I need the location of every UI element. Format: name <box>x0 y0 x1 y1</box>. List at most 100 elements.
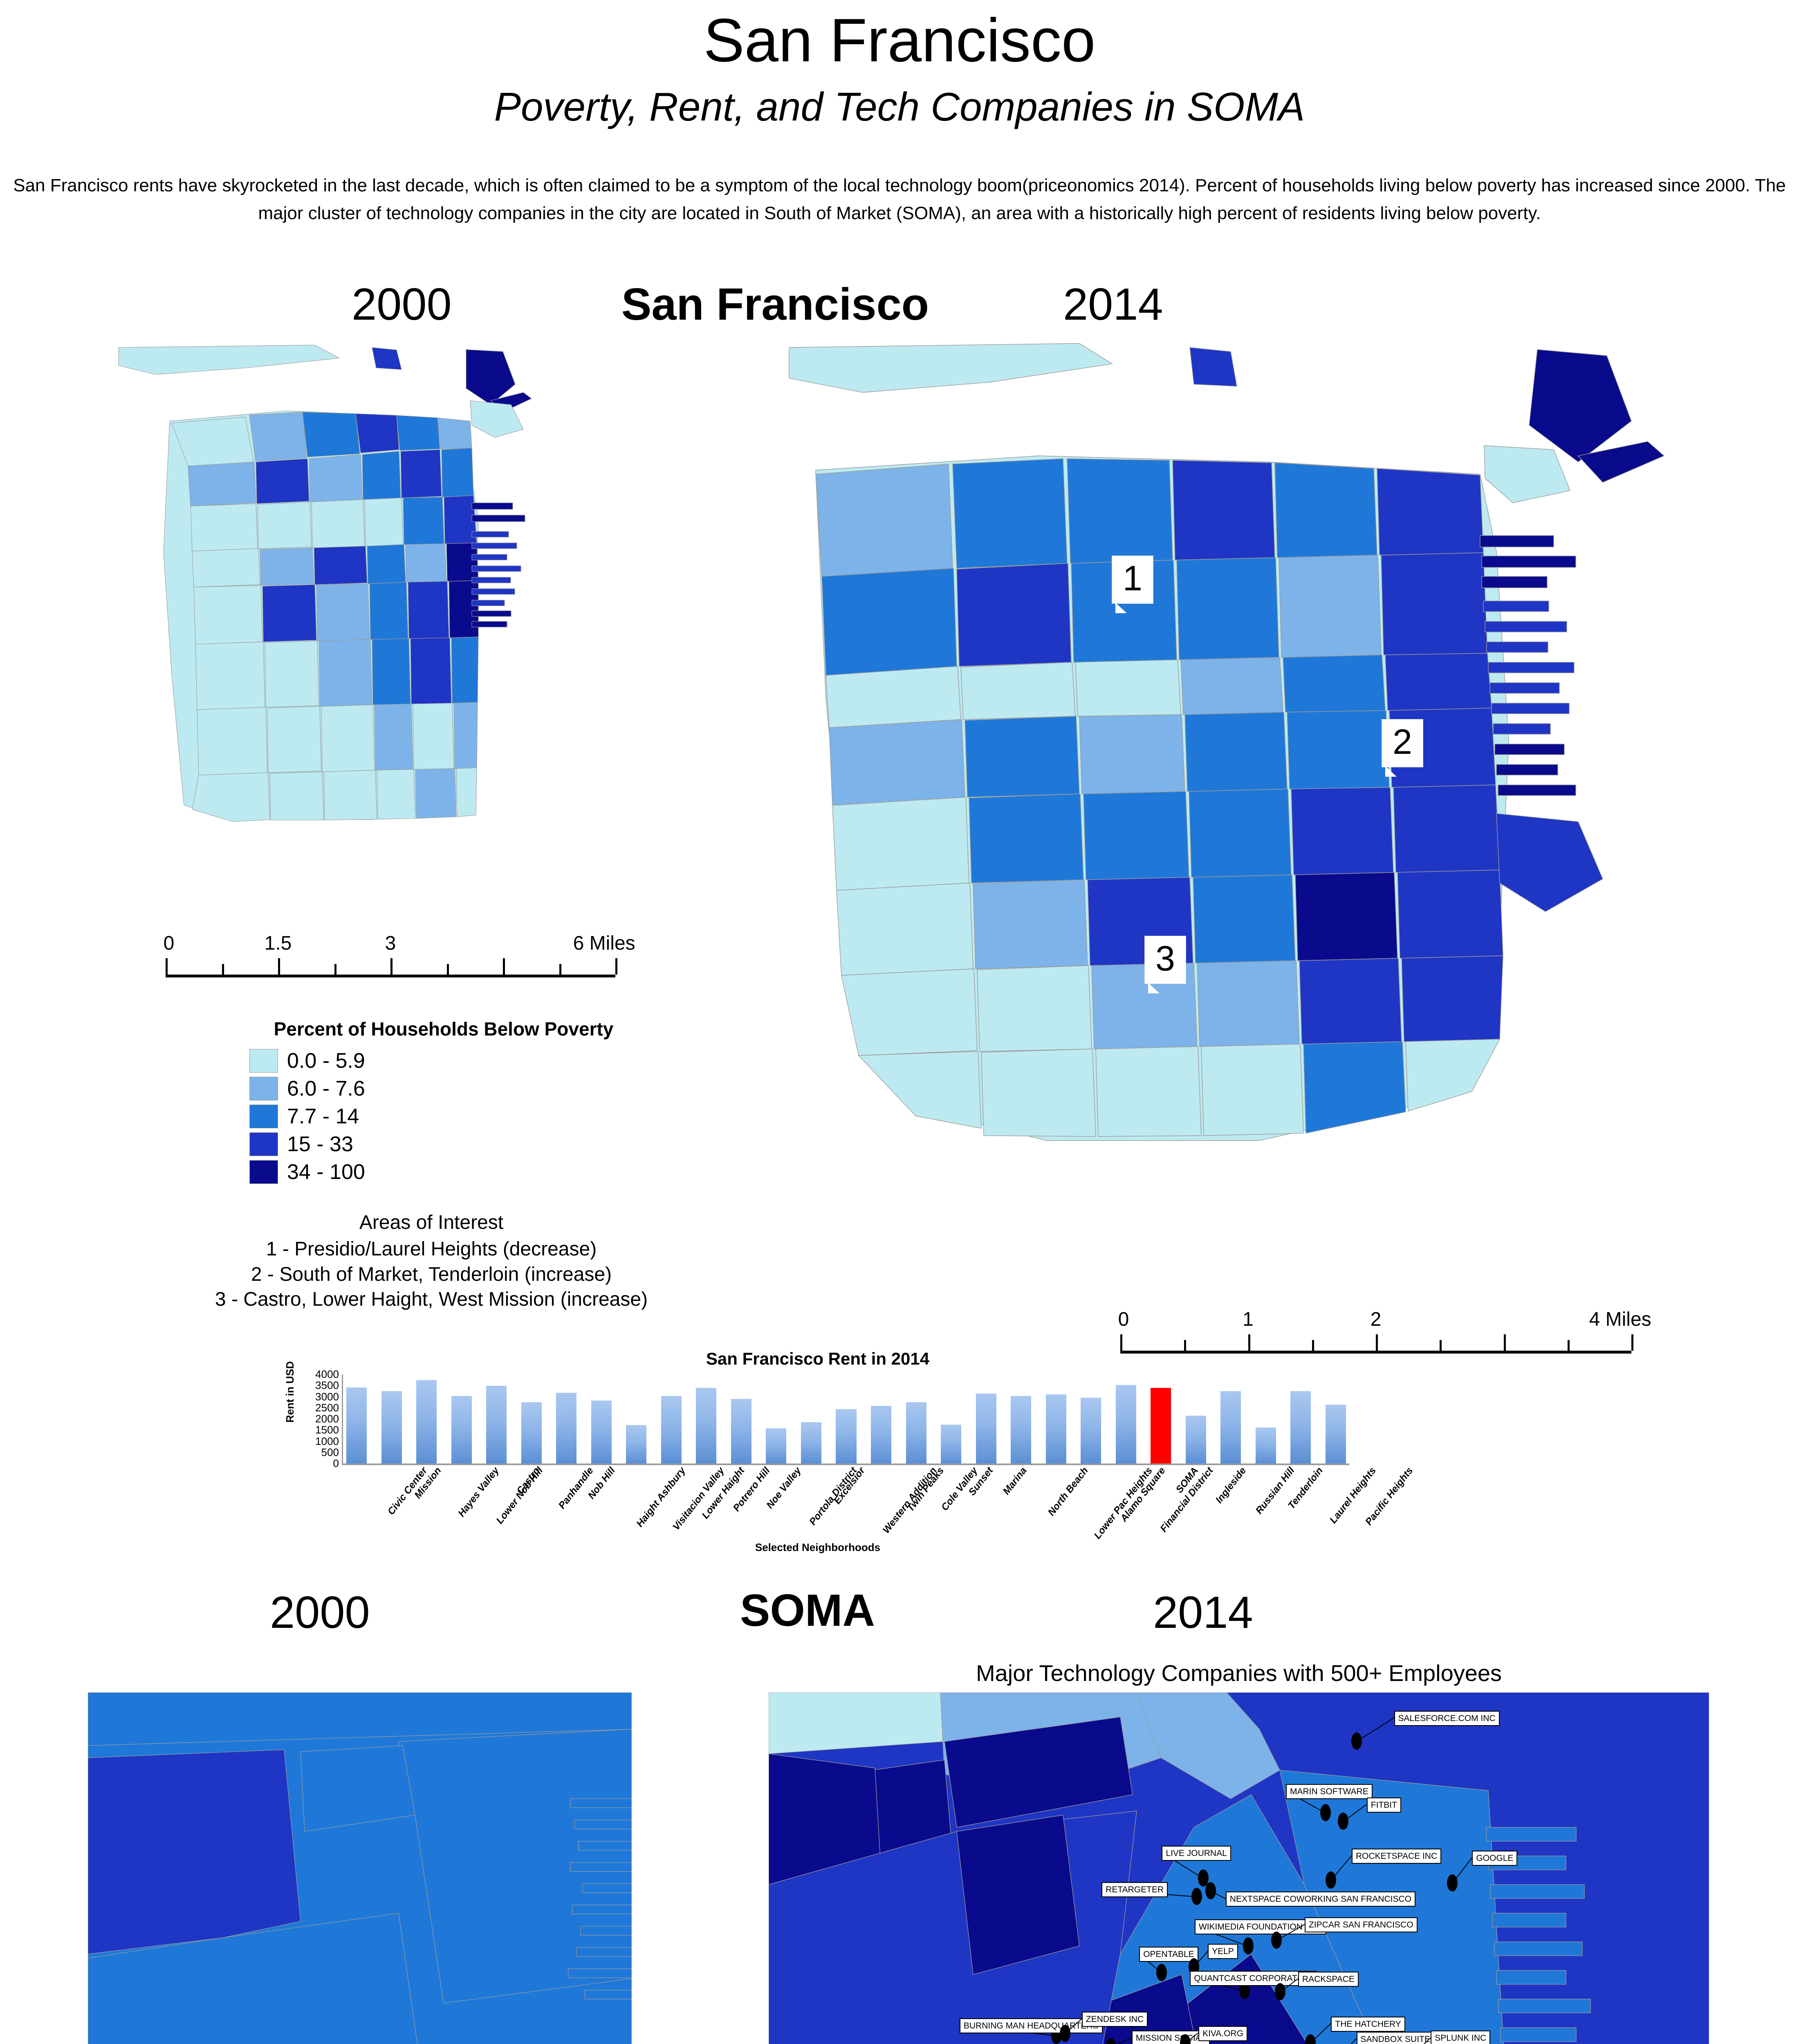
chart-bar <box>731 1399 751 1464</box>
legend-row: 15 - 33 <box>249 1132 699 1156</box>
company-label-layer: SALESFORCE.COM INC MARIN SOFTWARE FITBIT LI… <box>769 1692 1709 2044</box>
scalebar-sf-2014-ticks <box>1120 1332 1633 1354</box>
company-name-label[interactable]: SPLUNK INC <box>1431 2031 1491 2044</box>
soma-2014-map[interactable] <box>769 1692 1709 2044</box>
legend-label: 34 - 100 <box>287 1160 365 1184</box>
chart-xlabel: Selected Neighborhoods <box>755 1541 881 1553</box>
legend-label: 0.0 - 5.9 <box>287 1049 365 1073</box>
company-location-dot[interactable] <box>1205 1882 1216 1899</box>
legend-label: 15 - 33 <box>287 1132 353 1156</box>
sf-2014-map[interactable] <box>777 339 1709 1320</box>
chart-bar <box>381 1391 402 1464</box>
aoi-marker-3[interactable]: 3 <box>1145 936 1186 993</box>
company-name-label[interactable]: ROCKETSPACE INC <box>1352 1849 1442 1864</box>
company-location-dot[interactable] <box>1059 2025 1070 2042</box>
chart-bar <box>486 1385 507 1464</box>
company-location-dot[interactable] <box>1351 1732 1362 1750</box>
company-location-dot[interactable] <box>1326 1871 1337 1889</box>
chart-ytick: 3000 <box>315 1390 339 1403</box>
company-location-dot[interactable] <box>1243 1937 1254 1954</box>
company-location-dot[interactable] <box>1191 1887 1202 1905</box>
poverty-legend: Percent of Households Below Poverty 0.0 … <box>188 1018 699 1188</box>
chart-bars <box>343 1374 1349 1464</box>
company-name-label[interactable]: OPENTABLE <box>1139 1947 1198 1962</box>
chart-ylabel: Rent in USD <box>284 1361 296 1423</box>
scalebar-sf-2014: 0 1 2 4 Miles <box>1118 1308 1651 1354</box>
soma-2000-map[interactable] <box>88 1692 632 2044</box>
company-location-dot[interactable] <box>1320 1804 1331 1821</box>
chart-title: San Francisco Rent in 2014 <box>706 1349 930 1368</box>
company-location-dot[interactable] <box>1271 1931 1282 1949</box>
company-leader-line <box>1356 1717 1395 1742</box>
company-location-dot[interactable] <box>1198 1869 1209 1887</box>
company-name-label[interactable]: QUANTCAST CORPORATION <box>1190 1970 1317 1986</box>
company-name-label[interactable]: LIVE JOURNAL <box>1162 1846 1231 1861</box>
chart-bar <box>591 1401 612 1464</box>
chart-xtick-label: North Beach <box>1045 1465 1090 1518</box>
chart-xtick-label: Panhandle <box>556 1465 596 1511</box>
aoi-item: 3 - Castro, Lower Haight, West Mission (… <box>215 1289 648 1311</box>
chart-bar <box>766 1428 787 1464</box>
legend-label: 6.0 - 7.6 <box>287 1077 365 1100</box>
company-location-dot[interactable] <box>1156 1964 1167 1981</box>
chart-bar <box>696 1387 717 1464</box>
company-location-dot[interactable] <box>1338 1812 1349 1830</box>
company-location-dot[interactable] <box>1106 2038 1117 2044</box>
company-location-dot[interactable] <box>1180 2034 1191 2044</box>
chart-bar <box>346 1387 367 1464</box>
scalebar-tick <box>615 958 617 975</box>
company-name-label[interactable]: FITBIT <box>1366 1797 1401 1813</box>
chart-bar <box>521 1402 542 1464</box>
company-name-label[interactable]: NEXTSPACE COWORKING SAN FRANCISCO <box>1225 1892 1415 1907</box>
company-name-label[interactable]: BURNING MAN HEADQUARTERS <box>959 2018 1103 2034</box>
company-name-label[interactable]: SALESFORCE.COM INC <box>1394 1710 1500 1726</box>
aoi-marker-2[interactable]: 2 <box>1382 719 1423 777</box>
chart-bar <box>1290 1391 1311 1464</box>
scalebar-tick <box>278 958 280 975</box>
company-name-label[interactable]: MARIN SOFTWARE <box>1286 1784 1373 1799</box>
sf-2000-map[interactable] <box>110 339 642 928</box>
company-name-label[interactable]: KIVA.ORG <box>1198 2026 1248 2041</box>
chart-bar <box>556 1392 577 1464</box>
chart-bar <box>1255 1427 1276 1464</box>
chart-bar <box>416 1380 437 1464</box>
scalebar-sf-2000-ticks <box>166 956 617 977</box>
soma-subtitle: Major Technology Companies with 500+ Emp… <box>976 1660 1502 1686</box>
soma-section-heading: SOMA <box>740 1585 875 1636</box>
company-name-label[interactable]: ZENDESK INC <box>1081 2011 1148 2027</box>
chart-ytick: 1000 <box>315 1435 339 1447</box>
legend-row: 34 - 100 <box>249 1160 699 1184</box>
company-name-label[interactable]: ZIPCAR SAN FRANCISCO <box>1305 1917 1418 1933</box>
scalebar-tick <box>1184 1340 1187 1351</box>
page-subtitle: Poverty, Rent, and Tech Companies in SOM… <box>494 84 1305 129</box>
company-name-label[interactable]: SANDBOX SUITES <box>1356 2031 1440 2044</box>
scalebar-tick <box>503 958 505 975</box>
chart-bar <box>976 1394 996 1464</box>
scalebar-tick <box>1567 1340 1570 1351</box>
chart-xlabels: Civic Center Mission Hayes Valley Lower Nob… <box>342 1465 1415 1541</box>
company-name-label[interactable]: GOOGLE <box>1472 1851 1518 1866</box>
chart-xtick-label: Hayes Valley <box>455 1465 501 1519</box>
chart-ytick: 500 <box>321 1446 339 1459</box>
company-name-label[interactable]: RETARGETER <box>1101 1882 1168 1897</box>
legend-swatch <box>249 1105 278 1128</box>
chart-xtick-label: Lower Pac Heights <box>1092 1465 1155 1541</box>
scalebar-tick <box>1440 1340 1442 1351</box>
chart-bar <box>906 1402 926 1464</box>
chart-xtick-label: Russian Hill <box>1253 1465 1297 1516</box>
company-location-dot[interactable] <box>1305 2034 1316 2044</box>
scalebar-tick <box>1248 1334 1250 1351</box>
aoi-item: 1 - Presidio/Laurel Heights (decrease) <box>266 1238 597 1260</box>
legend-title: Percent of Households Below Poverty <box>274 1018 614 1040</box>
aoi-marker-1[interactable]: 1 <box>1112 556 1153 613</box>
chart-ytick: 2000 <box>315 1412 339 1425</box>
aoi-item: 2 - South of Market, Tenderloin (increas… <box>251 1263 612 1285</box>
company-location-dot[interactable] <box>1447 1874 1458 1892</box>
chart-ytick: 1500 <box>315 1423 339 1436</box>
company-location-dot[interactable] <box>1275 1983 1286 2000</box>
company-name-label[interactable]: THE HATCHERY <box>1331 2016 1405 2032</box>
soma-2014-year-label: 2014 <box>1153 1587 1253 1638</box>
company-name-label[interactable]: RACKSPACE <box>1298 1972 1359 1987</box>
chart-plot-area: 0 500 1000 1500 2000 2500 3000 3500 4000 <box>315 1368 1349 1470</box>
company-name-label[interactable]: YELP <box>1208 1944 1238 1959</box>
